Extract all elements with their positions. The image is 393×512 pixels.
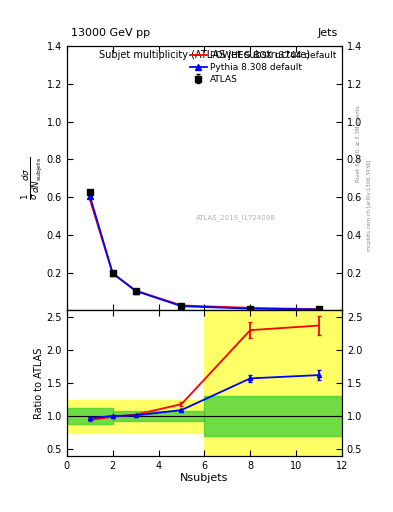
POWHEG BOX r3744 default <box>133 287 138 293</box>
Text: ATLAS_2019_I1724098: ATLAS_2019_I1724098 <box>196 215 276 221</box>
Text: mcplots.cern.ch [arXiv:1306.3436]: mcplots.cern.ch [arXiv:1306.3436] <box>367 159 373 250</box>
Legend: POWHEG BOX r3744 default, Pythia 8.308 default, ATLAS: POWHEG BOX r3744 default, Pythia 8.308 d… <box>187 48 340 88</box>
POWHEG BOX r3744 default <box>317 306 321 312</box>
Text: Subjet multiplicity (ATLAS jet substructure): Subjet multiplicity (ATLAS jet substruct… <box>99 50 310 60</box>
POWHEG BOX r3744 default <box>179 303 184 309</box>
X-axis label: Nsubjets: Nsubjets <box>180 473 229 483</box>
POWHEG BOX r3744 default <box>110 270 115 276</box>
Y-axis label: Ratio to ATLAS: Ratio to ATLAS <box>34 347 44 419</box>
Pythia 8.308 default <box>248 306 253 312</box>
Line: Pythia 8.308 default: Pythia 8.308 default <box>87 193 322 312</box>
Line: POWHEG BOX r3744 default: POWHEG BOX r3744 default <box>90 199 319 309</box>
POWHEG BOX r3744 default <box>87 196 92 202</box>
Pythia 8.308 default <box>110 270 115 276</box>
POWHEG BOX r3744 default <box>248 305 253 311</box>
Text: Jets: Jets <box>318 28 338 38</box>
Pythia 8.308 default <box>317 306 321 312</box>
Pythia 8.308 default <box>87 193 92 199</box>
Text: Rivet 3.1.10, ≥ 3.3M events: Rivet 3.1.10, ≥ 3.3M events <box>356 105 361 182</box>
Text: 13000 GeV pp: 13000 GeV pp <box>71 28 150 38</box>
Y-axis label: $\frac{1}{\sigma}\frac{d\sigma}{dN_\mathrm{subjets}}$: $\frac{1}{\sigma}\frac{d\sigma}{dN_\math… <box>20 157 44 200</box>
Pythia 8.308 default <box>133 288 138 294</box>
Pythia 8.308 default <box>179 303 184 309</box>
